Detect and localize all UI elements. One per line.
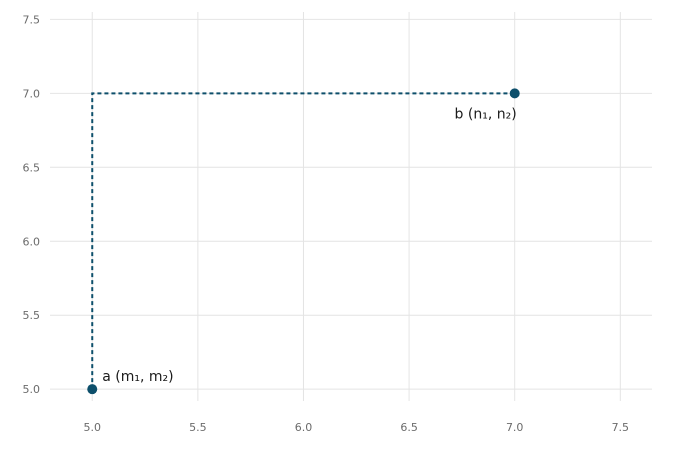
y-tick-label: 6.5 (23, 161, 41, 174)
data-points (87, 88, 520, 395)
x-tick-label: 7.5 (612, 421, 630, 434)
y-tick-label: 7.5 (23, 13, 41, 26)
point-a (87, 384, 98, 395)
point-labels: a (m₁, m₂) b (n₁, n₂) (102, 106, 516, 385)
x-tick-label: 7.0 (506, 421, 524, 434)
x-grid-lines (91, 12, 621, 401)
y-grid-lines (50, 18, 652, 390)
x-tick-label: 6.5 (400, 421, 418, 434)
dashed-guide-line (91, 92, 515, 390)
y-tick-label: 5.5 (23, 309, 41, 322)
y-axis-tick-labels: 5.0 5.5 6.0 6.5 7.0 7.5 (23, 13, 41, 396)
point-b (509, 88, 520, 99)
y-tick-label: 6.0 (23, 235, 41, 248)
x-tick-label: 5.5 (189, 421, 207, 434)
y-tick-label: 5.0 (23, 383, 41, 396)
y-tick-label: 7.0 (23, 87, 41, 100)
point-label-b: b (n₁, n₂) (455, 106, 517, 122)
x-tick-label: 6.0 (295, 421, 313, 434)
point-label-a: a (m₁, m₂) (102, 369, 173, 385)
x-axis-tick-labels: 5.0 5.5 6.0 6.5 7.0 7.5 (83, 421, 629, 434)
x-tick-label: 5.0 (83, 421, 101, 434)
